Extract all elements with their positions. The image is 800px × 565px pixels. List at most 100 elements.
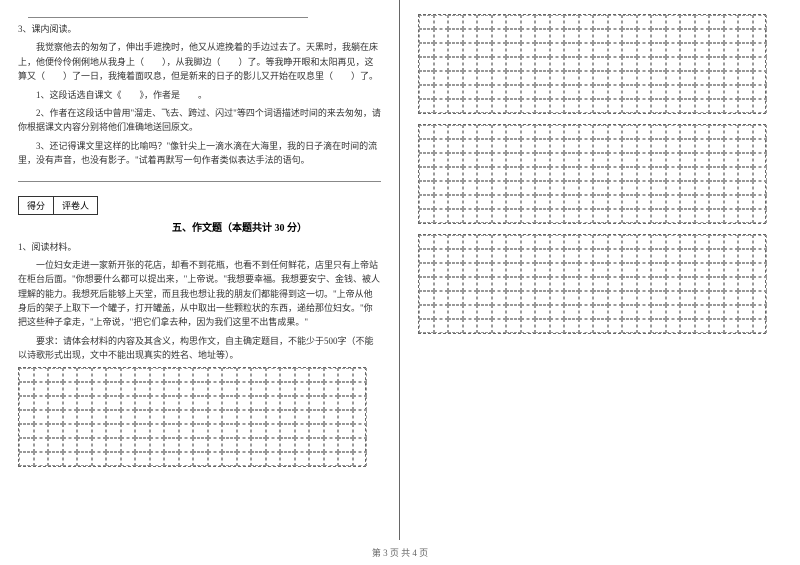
grid-cell <box>222 368 237 382</box>
grid-cell <box>419 209 434 223</box>
grid-cell <box>419 195 434 209</box>
grid-cell <box>724 195 739 209</box>
q3-label: 3、课内阅读。 <box>18 22 381 36</box>
grid-cell <box>208 382 223 396</box>
grid-cell <box>251 382 266 396</box>
grid-cell <box>419 85 434 99</box>
grid-cell <box>353 396 368 410</box>
grid-cell <box>738 263 753 277</box>
grid-cell <box>593 29 608 43</box>
grid-cell <box>564 167 579 181</box>
grid-cell <box>353 410 368 424</box>
score-cell-grader: 评卷人 <box>54 196 98 215</box>
grid-cell <box>237 368 252 382</box>
grid-cell <box>266 382 281 396</box>
grid-cell <box>463 249 478 263</box>
grid-cell <box>695 263 710 277</box>
grid-cell <box>506 249 521 263</box>
grid-cell <box>535 249 550 263</box>
grid-cell <box>448 277 463 291</box>
grid-cell <box>535 153 550 167</box>
grid-cell <box>593 167 608 181</box>
grid-cell <box>295 382 310 396</box>
grid-cell <box>208 368 223 382</box>
grid-cell <box>448 319 463 333</box>
grid-cell <box>419 15 434 29</box>
grid-cell <box>637 195 652 209</box>
grid-cell <box>651 209 666 223</box>
grid-cell <box>695 43 710 57</box>
grid-cell <box>608 153 623 167</box>
grid-cell <box>179 424 194 438</box>
grid-cell <box>463 85 478 99</box>
grid-cell <box>106 368 121 382</box>
grid-cell <box>150 368 165 382</box>
grid-cell <box>709 15 724 29</box>
grid-cell <box>164 452 179 466</box>
grid-cell <box>753 57 768 71</box>
grid-cell <box>63 368 78 382</box>
grid-cell <box>724 15 739 29</box>
writing-grid-left <box>18 367 366 467</box>
grid-cell <box>338 368 353 382</box>
grid-cell <box>77 438 92 452</box>
grid-cell <box>506 15 521 29</box>
grid-cell <box>237 410 252 424</box>
grid-cell <box>324 382 339 396</box>
grid-cell <box>535 181 550 195</box>
grid-cell <box>738 319 753 333</box>
grid-cell <box>753 209 768 223</box>
grid-cell <box>753 277 768 291</box>
grid-cell <box>550 195 565 209</box>
grid-cell <box>550 235 565 249</box>
grid-cell <box>63 382 78 396</box>
grid-cell <box>434 153 449 167</box>
grid-cell <box>753 71 768 85</box>
grid-cell <box>492 71 507 85</box>
grid-cell <box>338 452 353 466</box>
grid-cell <box>77 396 92 410</box>
grid-cell <box>521 209 536 223</box>
grid-cell <box>353 368 368 382</box>
grid-cell <box>651 181 666 195</box>
grid-cell <box>608 57 623 71</box>
grid-cell <box>622 167 637 181</box>
grid-cell <box>564 99 579 113</box>
grid-cell <box>448 263 463 277</box>
grid-cell <box>521 15 536 29</box>
grid-cell <box>579 235 594 249</box>
grid-cell <box>593 153 608 167</box>
grid-cell <box>709 249 724 263</box>
grid-cell <box>550 305 565 319</box>
grid-cell <box>753 235 768 249</box>
grid-cell <box>251 438 266 452</box>
grid-cell <box>535 277 550 291</box>
grid-cell <box>666 235 681 249</box>
grid-cell <box>550 139 565 153</box>
grid-cell <box>135 410 150 424</box>
grid-cell <box>295 410 310 424</box>
grid-cell <box>651 305 666 319</box>
grid-cell <box>92 438 107 452</box>
grid-cell <box>651 195 666 209</box>
grid-cell <box>651 43 666 57</box>
grid-cell <box>622 195 637 209</box>
grid-cell <box>579 15 594 29</box>
grid-cell <box>19 452 34 466</box>
grid-cell <box>106 424 121 438</box>
grid-cell <box>222 452 237 466</box>
grid-cell <box>651 139 666 153</box>
grid-cell <box>506 235 521 249</box>
grid-cell <box>324 410 339 424</box>
grid-cell <box>463 29 478 43</box>
grid-cell <box>593 15 608 29</box>
grid-cell <box>709 99 724 113</box>
grid-cell <box>550 249 565 263</box>
grid-cell <box>222 382 237 396</box>
grid-cell <box>724 85 739 99</box>
grid-cell <box>593 319 608 333</box>
grid-cell <box>434 29 449 43</box>
grid-cell <box>579 99 594 113</box>
grid-cell <box>448 195 463 209</box>
grid-cell <box>550 291 565 305</box>
